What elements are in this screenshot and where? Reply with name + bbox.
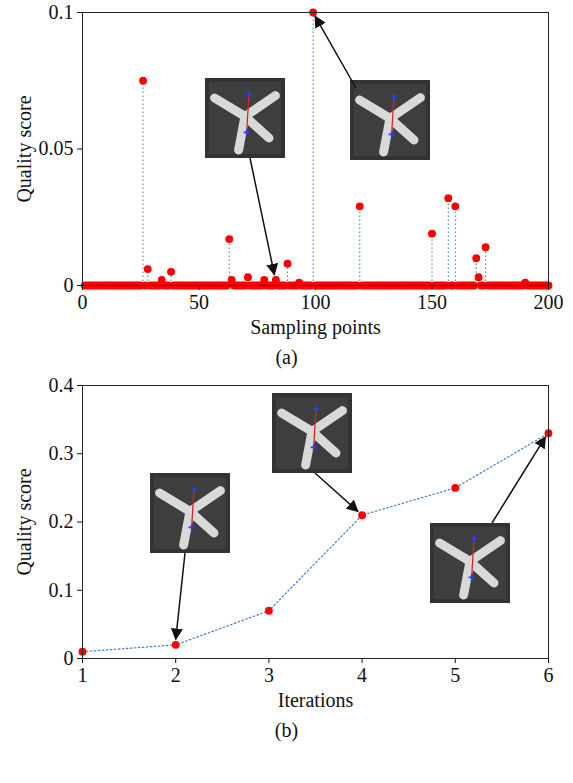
svg-text:0: 0 [64,647,74,669]
svg-text:3: 3 [264,664,274,686]
html-text:(a): (a) [275,346,298,368]
svg-text:Quality score: Quality score [13,468,36,575]
svg-text:200: 200 [534,291,564,313]
svg-text:1: 1 [78,664,88,686]
svg-text:Sampling points: Sampling points [250,316,381,339]
svg-text:Iterations: Iterations [278,689,354,711]
svg-text:0: 0 [78,291,88,313]
svg-text:0.4: 0.4 [49,374,74,396]
svg-text:0: 0 [64,274,74,296]
svg-text:50: 50 [189,291,209,313]
svg-text:0.1: 0.1 [49,1,74,23]
svg-text:0.3: 0.3 [49,442,74,464]
html-text:(b): (b) [274,719,299,741]
svg-text:Quality score: Quality score [13,95,36,202]
svg-text:4: 4 [357,664,367,686]
svg-text:150: 150 [417,291,447,313]
svg-text:0.2: 0.2 [49,510,74,532]
svg-text:5: 5 [450,664,460,686]
svg-text:0.1: 0.1 [49,579,74,601]
svg-text:2: 2 [171,664,181,686]
svg-text:100: 100 [301,291,331,313]
svg-text:0.05: 0.05 [39,137,74,159]
svg-text:6: 6 [544,664,554,686]
